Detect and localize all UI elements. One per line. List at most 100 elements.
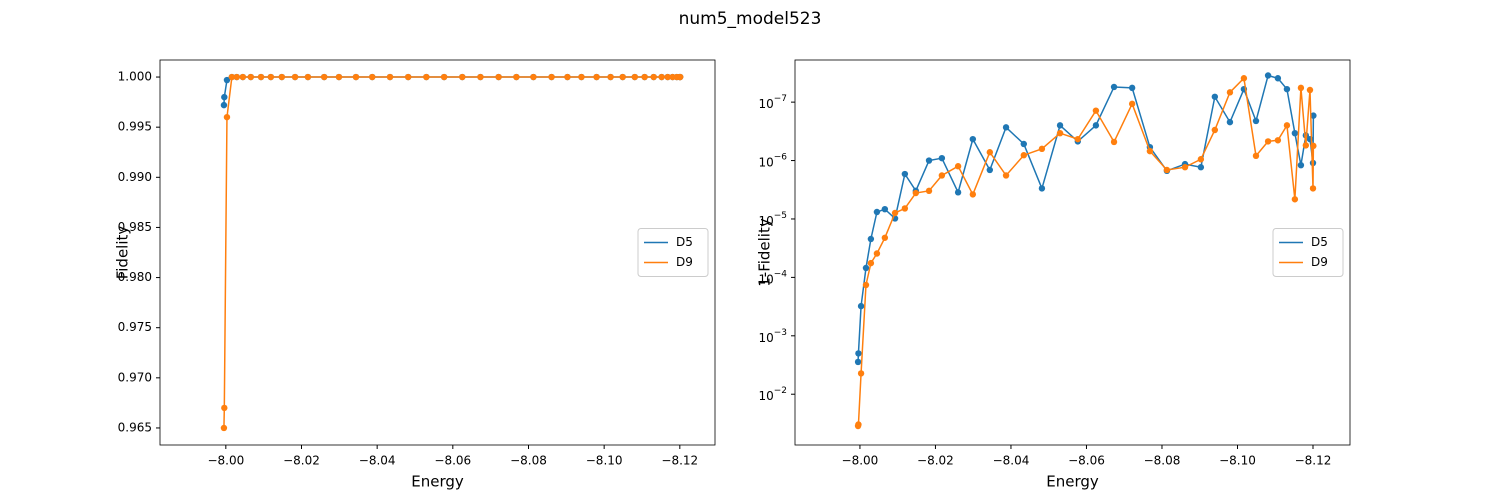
data-point [1297,84,1305,92]
data-point [459,73,466,81]
data-point [969,191,977,198]
data-point [495,73,502,81]
tick-exponent: −7 [774,94,787,104]
data-point [423,73,430,81]
data-point [1274,75,1282,82]
x-tick-label: −8.02 [283,454,320,468]
data-point [862,264,870,272]
y-tick-label: 1.000 [118,70,152,84]
y-tick-label: 0.965 [118,420,152,434]
data-point [304,73,312,81]
data-point [891,209,899,217]
data-point [593,73,600,81]
data-point [1252,152,1260,160]
data-point [857,370,865,377]
legend-label: D9 [1311,255,1328,269]
data-point [925,187,933,195]
y-tick-label: 0.995 [118,120,152,134]
data-point [233,73,240,81]
data-point [1283,85,1291,93]
data-point [855,421,862,428]
data-point [1297,161,1305,169]
figure-title: num5_model523 [679,9,822,29]
tick-exponent: −5 [774,210,787,220]
tick-exponent: −2 [774,386,787,396]
data-point [857,302,865,310]
data-point [901,170,909,178]
tick-base: 10 [758,272,773,286]
axes-frame [159,59,716,446]
data-point [513,73,520,81]
data-point [873,250,881,257]
data-point [925,157,933,164]
data-point [1302,142,1310,149]
data-point [1020,152,1027,159]
data-point [912,189,920,197]
data-point [1264,138,1272,145]
data-point [1283,122,1291,129]
data-point [1092,122,1100,129]
data-point [969,135,977,143]
data-point [320,73,328,81]
data-point [641,73,648,81]
data-point [247,73,254,81]
data-point [1002,172,1010,179]
series-line [857,74,1315,362]
y-tick-label: 0.975 [118,320,152,334]
data-point [369,73,376,81]
data-point [658,73,665,81]
y-tick-label: 10−6 [758,152,787,169]
data-point [1310,142,1317,150]
x-tick-label: −8.04 [993,454,1030,468]
x-tick-label: −8.02 [917,454,954,468]
data-point [352,73,360,81]
data-point [335,73,343,81]
data-point [855,350,862,357]
data-point [901,205,909,212]
data-point [404,73,412,81]
data-point [1038,185,1046,192]
data-point [650,73,657,81]
data-point [986,149,994,156]
data-point [291,73,299,81]
tick-base: 10 [758,389,773,403]
y-tick-label: 0.990 [118,170,152,184]
y-tick-label: 10−7 [758,94,787,111]
y-tick-label: 0.970 [118,370,152,384]
tick-base: 10 [758,213,773,227]
data-point [873,208,881,216]
x-tick-label: −8.08 [510,454,547,468]
data-point [220,424,228,432]
data-point [986,166,994,174]
data-point [607,73,614,81]
data-point [1274,137,1282,144]
y-axis-label: Fidelity [114,226,132,280]
data-point [867,259,875,267]
x-axis-label: Energy [1046,473,1099,491]
tick-exponent: −3 [774,327,787,337]
series-line [223,76,681,428]
tick-exponent: −4 [774,269,788,279]
data-point [1310,112,1317,119]
legend-label: D5 [676,235,693,249]
data-point [1056,122,1064,129]
y-tick-label: 10−3 [758,327,787,344]
data-point [477,73,484,81]
data-point [1110,138,1118,146]
data-point [578,73,585,81]
data-point [1074,135,1081,143]
data-point [1002,124,1010,131]
y-tick-label: 0.980 [118,270,152,284]
data-point [1211,126,1219,134]
data-point [228,73,236,81]
legend-box [1272,228,1344,277]
data-point [1226,118,1234,126]
x-tick-label: −8.12 [661,454,698,468]
y-tick-label: 10−2 [758,386,787,403]
data-point [1038,145,1046,153]
axes-frame [794,59,1351,446]
data-point [257,73,265,81]
data-point [1211,93,1219,100]
legend-box [637,228,709,277]
data-point [954,163,962,170]
